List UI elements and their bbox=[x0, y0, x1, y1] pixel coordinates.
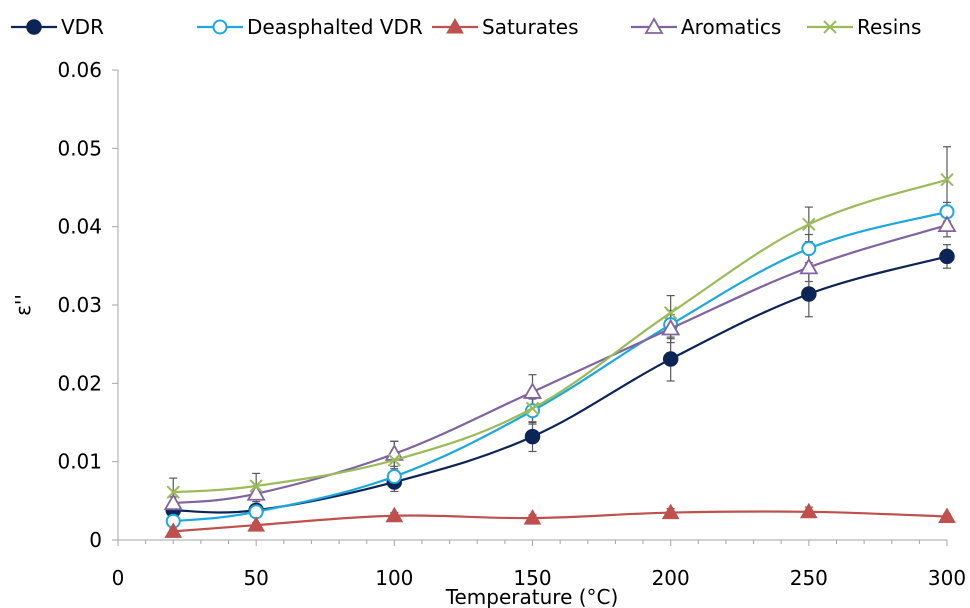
x-tick-label: 200 bbox=[652, 566, 690, 590]
series-vdr bbox=[165, 248, 955, 518]
aromatics-point bbox=[661, 318, 681, 336]
saturates-point bbox=[247, 516, 266, 532]
y-ticks: 0 0.01 0.02 0.03 0.04 0.05 0.06 bbox=[57, 58, 118, 552]
series-aromatics bbox=[163, 215, 957, 511]
legend-marker bbox=[446, 17, 464, 34]
y-tick-label: 0.02 bbox=[57, 371, 102, 395]
x-tick-label: 300 bbox=[928, 566, 966, 590]
aromatics-point bbox=[246, 483, 266, 501]
series-resins bbox=[166, 172, 954, 499]
legend-label: Resins bbox=[857, 15, 921, 39]
legend-item-resins: Resins bbox=[807, 15, 921, 39]
deasphalted-vdr-line bbox=[173, 210, 948, 523]
y-tick-label: 0.05 bbox=[57, 136, 102, 160]
legend-label: VDR bbox=[61, 15, 104, 39]
x-tick-label: 0 bbox=[112, 566, 125, 590]
vdr-point bbox=[524, 428, 541, 445]
axes: 0 0.01 0.02 0.03 0.04 0.05 0.06 0 50 100 150 200 25… bbox=[57, 58, 966, 590]
resins-point bbox=[940, 172, 954, 187]
saturates-point bbox=[661, 503, 680, 520]
aromatics-point bbox=[163, 493, 183, 511]
legend-marker bbox=[644, 17, 664, 34]
saturates-point bbox=[164, 522, 183, 538]
x-tick-label: 50 bbox=[243, 566, 268, 590]
resins-point bbox=[802, 217, 816, 232]
legend-item-saturates: Saturates bbox=[432, 15, 579, 39]
legend-label: Deasphalted VDR bbox=[247, 15, 423, 39]
x-tick-label: 150 bbox=[513, 566, 551, 590]
saturates-point bbox=[938, 507, 956, 523]
saturates-line bbox=[173, 510, 948, 533]
resins-line bbox=[173, 178, 948, 494]
vdr-line bbox=[173, 255, 948, 514]
y-tick-label: 0 bbox=[89, 528, 102, 552]
plot-area bbox=[163, 146, 957, 538]
legend-item-vdr: VDR bbox=[11, 15, 104, 39]
aromatics-point bbox=[937, 215, 957, 233]
resins-point bbox=[249, 479, 263, 493]
x-tick-label: 250 bbox=[790, 566, 828, 590]
y-axis-label: ε'' bbox=[11, 294, 35, 316]
x-ticks: 0 50 100 150 200 250 300 bbox=[112, 540, 966, 590]
aromatics-line bbox=[173, 224, 948, 505]
y-tick-label: 0.06 bbox=[57, 58, 102, 82]
vdr-point bbox=[662, 351, 679, 367]
saturates-point bbox=[385, 506, 404, 523]
resins-point bbox=[387, 453, 402, 467]
aromatics-point bbox=[522, 382, 543, 399]
series-saturates bbox=[164, 502, 956, 538]
legend-marker bbox=[212, 19, 228, 35]
y-tick-label: 0.03 bbox=[57, 293, 102, 317]
legend-label: Aromatics bbox=[681, 15, 781, 39]
legend-marker bbox=[823, 20, 837, 34]
vdr-point bbox=[801, 286, 817, 302]
deasphalted-vdr-point bbox=[386, 469, 402, 485]
series-deasphalted-vdr bbox=[165, 204, 955, 529]
x-axis-label: Temperature (°C) bbox=[445, 585, 619, 608]
saturates-point bbox=[799, 502, 818, 519]
legend: VDR Deasphalted VDR Saturates Aromatics Resi… bbox=[11, 15, 921, 39]
y-tick-label: 0.04 bbox=[57, 215, 102, 239]
legend-marker bbox=[26, 19, 42, 35]
legend-item-aromatics: Aromatics bbox=[631, 15, 781, 39]
resins-point bbox=[663, 306, 678, 320]
vdr-point bbox=[939, 248, 955, 265]
aromatics-point bbox=[799, 257, 819, 275]
y-tick-label: 0.01 bbox=[57, 450, 102, 474]
resins-point bbox=[525, 401, 540, 416]
x-tick-label: 100 bbox=[375, 566, 413, 590]
saturates-point bbox=[523, 509, 542, 525]
error-bars bbox=[169, 146, 951, 535]
legend-label: Saturates bbox=[482, 15, 579, 39]
legend-item-deasphalted-vdr: Deasphalted VDR bbox=[197, 15, 423, 39]
resins-point bbox=[166, 485, 180, 499]
deasphalted-vdr-point bbox=[801, 241, 817, 257]
